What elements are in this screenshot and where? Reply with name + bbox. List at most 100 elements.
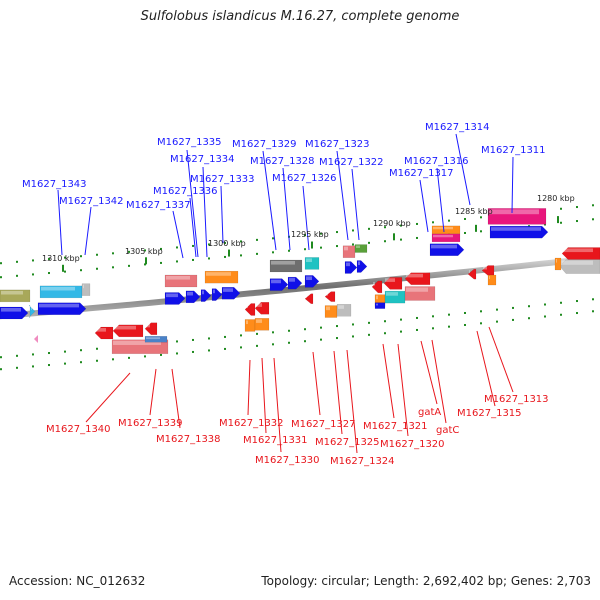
gene-label-m1627-1324[interactable]: M1627_1324 — [330, 456, 395, 467]
gene-label-gata[interactable]: gatA — [418, 407, 441, 418]
gene-label-m1627-1326[interactable]: M1627_1326 — [272, 173, 337, 184]
gene-feature — [324, 291, 336, 302]
lower-dot — [32, 353, 34, 356]
gene-label-m1627-1342[interactable]: M1627_1342 — [59, 196, 124, 207]
gene-highlight — [146, 323, 150, 328]
gene-feature — [185, 290, 201, 304]
lower-dot — [352, 323, 354, 326]
kbp-tick — [393, 233, 395, 241]
gene-label-m1627-1338[interactable]: M1627_1338 — [156, 434, 221, 445]
gene-label-m1627-1335[interactable]: M1627_1335 — [157, 137, 222, 148]
lower-dot — [48, 352, 50, 355]
mid-dot — [160, 261, 162, 264]
gene-highlight — [326, 292, 328, 296]
gene-label-m1627-1320[interactable]: M1627_1320 — [380, 439, 445, 450]
gene-label-m1627-1333[interactable]: M1627_1333 — [190, 174, 255, 185]
top-dot — [416, 222, 418, 225]
gene-label-m1627-1315[interactable]: M1627_1315 — [457, 408, 522, 419]
mid-dot — [0, 276, 2, 279]
gene-highlight — [206, 272, 231, 276]
leader-line-bottom — [261, 357, 267, 434]
lower-dot — [224, 335, 226, 338]
top-dot — [464, 217, 466, 220]
lower-dot — [464, 311, 466, 314]
gene-label-m1627-1316[interactable]: M1627_1316 — [404, 156, 469, 167]
gene-label-m1627-1332[interactable]: M1627_1332 — [219, 418, 284, 429]
gene-feature — [487, 208, 547, 225]
gene-feature — [487, 274, 497, 286]
gene-label-m1627-1321[interactable]: M1627_1321 — [363, 421, 428, 432]
bottom-dot — [192, 350, 194, 353]
bottom-dot — [496, 320, 498, 323]
gene-label-m1627-1327[interactable]: M1627_1327 — [291, 419, 356, 430]
gene-label-m1627-1330[interactable]: M1627_1330 — [255, 455, 320, 466]
mid-dot — [256, 252, 258, 255]
top-dot — [560, 207, 562, 210]
gene-feature — [404, 272, 431, 286]
gene-feature — [324, 305, 338, 318]
top-dot — [48, 258, 50, 261]
gene-highlight — [166, 275, 190, 280]
gene-label-m1627-1323[interactable]: M1627_1323 — [305, 139, 370, 150]
lower-dot — [416, 316, 418, 319]
gene-label-m1627-1329[interactable]: M1627_1329 — [232, 139, 297, 150]
gene-label-m1627-1331[interactable]: M1627_1331 — [243, 435, 308, 446]
mid-dot — [16, 274, 18, 277]
gene-feature — [383, 277, 403, 290]
lower-dot — [576, 300, 578, 303]
lower-dot — [304, 328, 306, 331]
gene-highlight — [306, 258, 312, 263]
leader-line-top — [57, 189, 63, 256]
gene-highlight — [166, 293, 178, 298]
leader-line-bottom — [420, 340, 438, 405]
gene-label-m1627-1340[interactable]: M1627_1340 — [46, 424, 111, 435]
gene-label-m1627-1322[interactable]: M1627_1322 — [319, 157, 384, 168]
gene-feature — [0, 289, 31, 303]
gene-label-m1627-1313[interactable]: M1627_1313 — [484, 394, 549, 405]
gene-highlight — [96, 328, 106, 332]
leader-line-bottom — [488, 326, 514, 393]
gene-feature — [204, 270, 239, 284]
gene-highlight — [563, 248, 593, 253]
mid-dot — [368, 241, 370, 244]
leader-line-bottom — [476, 330, 496, 407]
gene-feature — [431, 233, 461, 243]
gene-highlight — [146, 337, 160, 340]
gene-label-m1627-1325[interactable]: M1627_1325 — [315, 437, 380, 448]
gene-label-m1627-1317[interactable]: M1627_1317 — [389, 168, 454, 179]
gene-feature — [561, 247, 600, 260]
gene-label-m1627-1328[interactable]: M1627_1328 — [250, 156, 315, 167]
gene-label-m1627-1336[interactable]: M1627_1336 — [153, 186, 218, 197]
mid-dot — [352, 243, 354, 246]
gene-features — [0, 208, 600, 355]
gene-highlight — [41, 286, 75, 291]
gene-label-m1627-1334[interactable]: M1627_1334 — [170, 154, 235, 165]
gene-label-m1627-1343[interactable]: M1627_1343 — [22, 179, 87, 190]
lower-dot — [448, 313, 450, 316]
gene-label-m1627-1314[interactable]: M1627_1314 — [425, 122, 490, 133]
gene-highlight — [1, 290, 23, 295]
lower-dot — [64, 350, 66, 353]
mid-dot — [416, 236, 418, 239]
mid-dot — [480, 230, 482, 233]
gene-feature — [244, 303, 256, 316]
bottom-dot — [480, 322, 482, 325]
genome-backbone — [0, 254, 600, 320]
lower-dot — [480, 310, 482, 313]
kbp-tick — [62, 264, 64, 272]
gene-label-m1627-1339[interactable]: M1627_1339 — [118, 418, 183, 429]
leader-line-top — [511, 156, 514, 214]
bottom-dot — [176, 352, 178, 355]
gene-feature — [287, 276, 303, 290]
gene-label-m1627-1311[interactable]: M1627_1311 — [481, 145, 546, 156]
gene-highlight — [346, 262, 350, 267]
backbone-band — [0, 254, 600, 320]
gene-label-m1627-1337[interactable]: M1627_1337 — [126, 200, 191, 211]
top-dot — [144, 249, 146, 252]
bottom-dot — [256, 344, 258, 347]
mid-dot — [336, 245, 338, 248]
bottom-dot — [576, 312, 578, 315]
gene-highlight — [406, 273, 423, 278]
gene-feature — [269, 259, 303, 273]
gene-label-gatc[interactable]: gatC — [436, 425, 459, 436]
